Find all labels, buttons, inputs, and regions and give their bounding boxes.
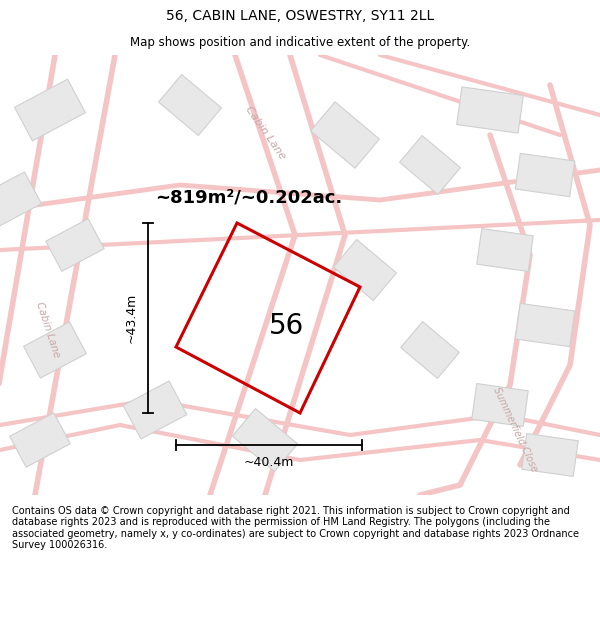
Polygon shape	[123, 381, 187, 439]
Text: ~819m²/~0.202ac.: ~819m²/~0.202ac.	[155, 188, 342, 206]
Polygon shape	[334, 239, 397, 301]
Polygon shape	[311, 102, 379, 168]
Polygon shape	[158, 74, 221, 136]
Polygon shape	[10, 412, 70, 468]
Text: ~40.4m: ~40.4m	[244, 456, 294, 469]
Text: ~43.4m: ~43.4m	[125, 293, 138, 343]
Polygon shape	[23, 322, 86, 378]
Polygon shape	[522, 434, 578, 476]
Text: 56, CABIN LANE, OSWESTRY, SY11 2LL: 56, CABIN LANE, OSWESTRY, SY11 2LL	[166, 9, 434, 24]
Polygon shape	[457, 87, 523, 133]
Text: 56: 56	[269, 311, 304, 339]
Polygon shape	[46, 219, 104, 271]
Polygon shape	[0, 172, 41, 228]
Text: Cabin Lane: Cabin Lane	[243, 104, 287, 161]
Text: Summerfield Close: Summerfield Close	[491, 386, 539, 474]
Polygon shape	[401, 321, 460, 379]
Polygon shape	[400, 136, 460, 194]
Text: Cabin Lane: Cabin Lane	[34, 301, 62, 359]
Polygon shape	[232, 409, 298, 471]
Text: Contains OS data © Crown copyright and database right 2021. This information is : Contains OS data © Crown copyright and d…	[12, 506, 579, 551]
Polygon shape	[472, 384, 528, 426]
Polygon shape	[515, 153, 575, 197]
Polygon shape	[477, 229, 533, 271]
Text: Map shows position and indicative extent of the property.: Map shows position and indicative extent…	[130, 36, 470, 49]
Polygon shape	[515, 303, 575, 347]
Polygon shape	[14, 79, 85, 141]
